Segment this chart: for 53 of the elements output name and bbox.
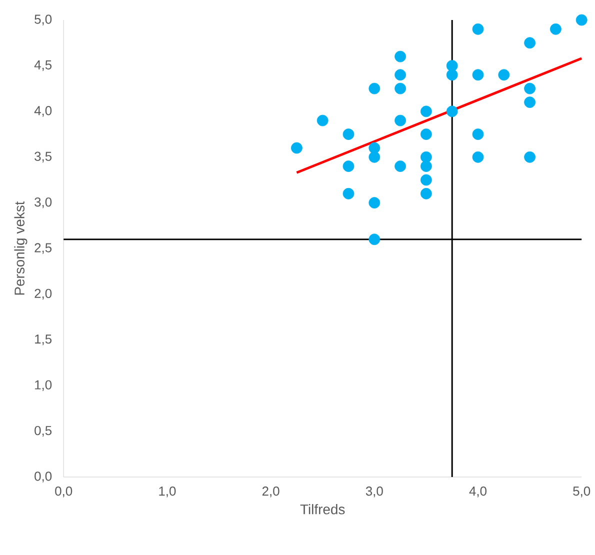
point	[316, 114, 328, 126]
x-axis-title: Tilfreds	[300, 504, 345, 514]
x-tick-label: 4,0	[469, 486, 486, 498]
point	[394, 160, 406, 172]
y-tick-label: 1,0	[35, 380, 52, 391]
point	[394, 114, 406, 126]
point	[291, 142, 302, 154]
point	[420, 151, 432, 163]
y-tick-label: 5,0	[34, 14, 52, 26]
y-tick-label: 3,5	[34, 152, 52, 162]
y-tick-label: 2,0	[34, 288, 52, 300]
y-tick-label: 3,0	[34, 197, 52, 208]
point	[420, 128, 432, 140]
point	[342, 188, 354, 200]
y-tick-label: 4,5	[34, 60, 52, 71]
y-tick-label: 2,5	[34, 243, 52, 254]
point	[394, 50, 406, 62]
point	[498, 69, 510, 81]
point	[472, 23, 484, 35]
point	[524, 82, 536, 94]
point	[446, 60, 458, 72]
point	[342, 128, 354, 140]
point	[342, 160, 354, 172]
point	[368, 234, 380, 246]
point	[472, 128, 484, 140]
point	[524, 151, 536, 163]
point	[394, 82, 406, 94]
point	[368, 151, 380, 163]
point	[394, 69, 406, 81]
x-tick-label: 1,0	[159, 486, 176, 498]
point	[446, 69, 458, 81]
point	[368, 197, 380, 208]
y-tick-label: 0,0	[34, 472, 52, 482]
point	[524, 37, 536, 49]
y-axis-title: Personlig vekst	[14, 201, 28, 295]
point	[420, 174, 432, 186]
point	[550, 23, 562, 35]
x-tick-label: 2,0	[262, 486, 280, 498]
y-tick-label: 4,0	[34, 106, 52, 117]
point	[524, 96, 536, 108]
point	[576, 14, 588, 26]
point	[420, 106, 432, 118]
x-tick-label: 5,0	[573, 486, 590, 498]
point	[368, 82, 380, 94]
point	[420, 160, 432, 172]
y-tick-label: 1,5	[35, 334, 52, 346]
x-tick-label: 0,0	[55, 486, 72, 498]
point	[420, 188, 432, 200]
point	[446, 106, 458, 118]
point	[472, 151, 484, 163]
point	[472, 69, 484, 81]
x-tick-label: 3,0	[366, 486, 383, 498]
y-tick-label: 0,5	[34, 426, 52, 437]
